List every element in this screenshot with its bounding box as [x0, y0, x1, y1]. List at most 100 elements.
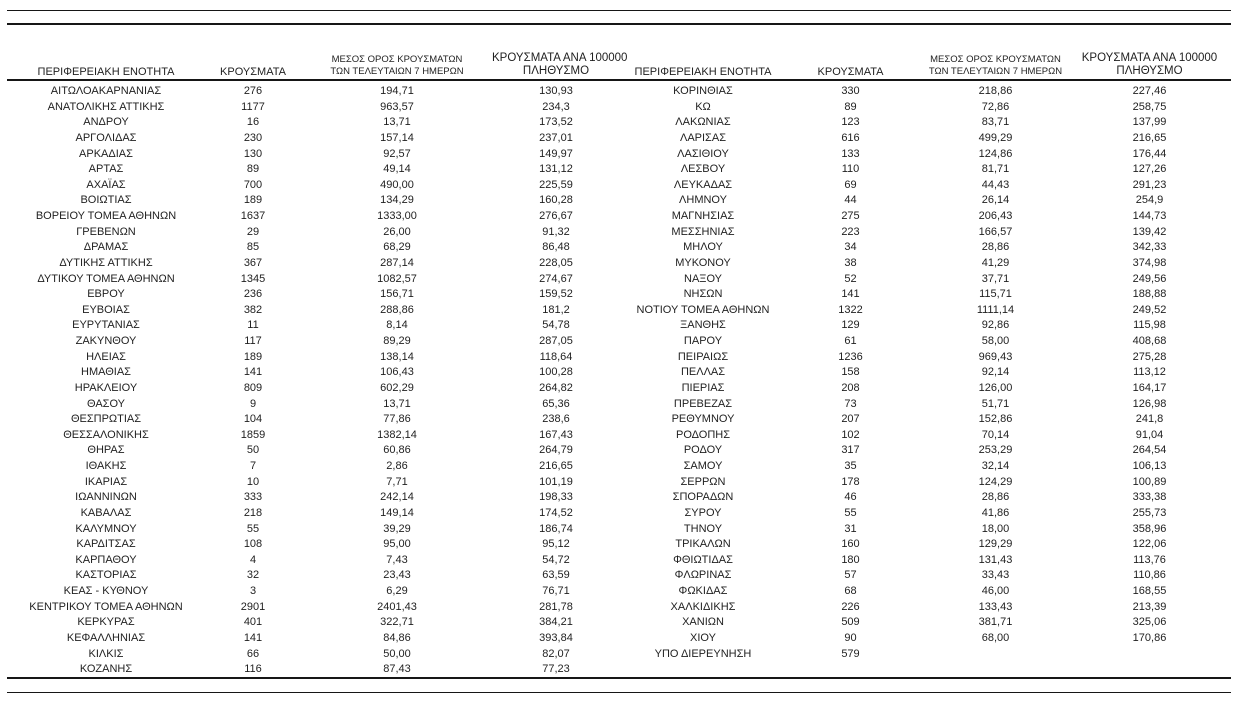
- table-row: ΘΑΣΟΥ 9 13,71 65,36: [8, 397, 620, 413]
- cases-cell: 141: [243, 631, 263, 644]
- per100k-cell: 291,23: [1132, 178, 1167, 191]
- region-cell: ΑΧΑΪΑΣ: [86, 178, 126, 191]
- cases-cell: 38: [844, 256, 857, 269]
- table-row: ΣΥΡΟΥ 55 41,86 255,73: [628, 506, 1231, 522]
- cases-cell: 1637: [240, 210, 266, 222]
- table-body-right: ΚΟΡΙΝΘΙΑΣ 330 218,86 227,46 ΚΩ 89 72,86 258,75 Λ…: [628, 84, 1231, 662]
- avg7-cell: 149,14: [380, 506, 414, 519]
- per100k-cell: 118,64: [539, 350, 573, 363]
- region-cell: ΣΕΡΡΩΝ: [680, 475, 726, 488]
- table-header-right: ΠΕΡΙΦΕΡΕΙΑΚΗ ΕΝΟΤΗΤΑ ΚΡΟΥΣΜΑΤΑ ΜΕΣΟΣ ΟΡΟ…: [628, 50, 1231, 84]
- avg7-cell: 166,57: [978, 225, 1013, 238]
- cases-cell: 141: [841, 288, 860, 301]
- cases-cell: 218: [243, 506, 263, 519]
- cases-cell: 32: [246, 569, 260, 582]
- cases-cell: 2901: [240, 600, 266, 613]
- column-header-per100k-line2: ΠΛΗΘΥΣΜΟ: [522, 65, 590, 77]
- table-row: ΑΝΔΡΟΥ 16 13,71 173,52: [8, 115, 620, 131]
- per100k-cell: 160,28: [539, 194, 573, 207]
- per100k-cell: 249,52: [1132, 303, 1167, 316]
- table-row: ΚΟΖΑΝΗΣ 116 87,43 77,23: [8, 662, 620, 678]
- cases-cell: 333: [243, 491, 263, 504]
- per100k-cell: 186,74: [539, 522, 573, 535]
- region-cell: ΒΟΙΩΤΙΑΣ: [80, 194, 132, 207]
- region-cell: ΠΑΡΟΥ: [683, 335, 723, 347]
- region-cell: ΚΟΖΑΝΗΣ: [79, 663, 133, 676]
- per100k-cell: 76,71: [542, 585, 570, 597]
- column-header-region: ΠΕΡΙΦΕΡΕΙΑΚΗ ΕΝΟΤΗΤΑ: [634, 66, 772, 78]
- table-row: ΓΡΕΒΕΝΩΝ 29 26,00 91,32: [8, 225, 620, 241]
- table-row: ΒΟΙΩΤΙΑΣ 189 134,29 160,28: [8, 193, 620, 209]
- avg7-cell: 288,86: [380, 303, 414, 316]
- region-cell: ΗΛΕΙΑΣ: [86, 350, 126, 363]
- region-cell: ΚΑΣΤΟΡΙΑΣ: [75, 569, 137, 582]
- region-cell: ΚΑΛΥΜΝΟΥ: [75, 522, 137, 535]
- header-divider-line: [7, 79, 1231, 81]
- cases-cell: 276: [243, 85, 263, 97]
- avg7-cell: 602,29: [380, 381, 414, 394]
- avg7-cell: 68,29: [383, 241, 411, 254]
- cases-cell: 130: [243, 147, 263, 160]
- column-header-avg7-line2: ΤΩΝ ΤΕΛΕΥΤΑΙΩΝ 7 ΗΜΕΡΩΝ: [330, 66, 464, 77]
- region-cell: ΒΟΡΕΙΟΥ ΤΟΜΕΑ ΑΘΗΝΩΝ: [35, 210, 177, 222]
- avg7-cell: 490,00: [380, 178, 414, 191]
- per100k-cell: 101,19: [539, 475, 573, 488]
- column-header-avg7-line1: ΜΕΣΟΣ ΟΡΟΣ ΚΡΟΥΣΜΑΤΩΝ: [930, 54, 1061, 65]
- cases-cell: 9: [249, 397, 257, 410]
- cases-cell: 330: [841, 85, 860, 97]
- table-row: ΔΥΤΙΚΗΣ ΑΤΤΙΚΗΣ 367 287,14 228,05: [8, 256, 620, 272]
- table-row: ΡΟΔΟΥ 317 253,29 264,54: [628, 443, 1231, 459]
- column-header-per100k: ΚΡΟΥΣΜΑΤΑ ΑΝΑ 100000 ΠΛΗΘΥΣΜΟ: [492, 50, 627, 84]
- region-cell: ΙΚΑΡΙΑΣ: [84, 475, 128, 488]
- region-cell: ΑΝΔΡΟΥ: [83, 116, 129, 129]
- column-header-per100k-line2: ΠΛΗΘΥΣΜΟ: [1116, 65, 1183, 77]
- region-cell: ΝΑΞΟΥ: [684, 272, 722, 285]
- avg7-cell: 133,43: [978, 600, 1013, 613]
- region-cell: ΑΡΓΟΛΙΔΑΣ: [75, 131, 137, 144]
- per100k-cell: 131,12: [539, 163, 573, 176]
- avg7-cell: 70,14: [981, 428, 1010, 441]
- table-row: ΣΠΟΡΑΔΩΝ 46 28,86 333,38: [628, 490, 1231, 506]
- avg7-cell: 92,57: [383, 147, 411, 160]
- avg7-cell: 50,00: [383, 647, 411, 660]
- avg7-cell: [923, 647, 1068, 663]
- per100k-cell: 264,79: [539, 444, 573, 457]
- table-row: ΔΥΤΙΚΟΥ ΤΟΜΕΑ ΑΘΗΝΩΝ 1345 1082,57 274,67: [8, 272, 620, 288]
- column-header-avg7-line2: ΤΩΝ ΤΕΛΕΥΤΑΙΩΝ 7 ΗΜΕΡΩΝ: [928, 66, 1063, 77]
- avg7-cell: 131,43: [978, 553, 1013, 566]
- cases-cell: 129: [841, 319, 860, 332]
- table-row: ΚΟΡΙΝΘΙΑΣ 330 218,86 227,46: [628, 84, 1231, 100]
- header-row: ΠΕΡΙΦΕΡΕΙΑΚΗ ΕΝΟΤΗΤΑ ΚΡΟΥΣΜΑΤΑ ΜΕΣΟΣ ΟΡΟ…: [8, 50, 628, 84]
- avg7-cell: 13,71: [383, 116, 411, 129]
- table-row: ΑΧΑΪΑΣ 700 490,00 225,59: [8, 178, 620, 194]
- cases-cell: 11: [247, 319, 259, 332]
- per100k-cell: 281,78: [539, 600, 573, 613]
- cases-cell: 700: [243, 178, 263, 191]
- avg7-cell: 87,43: [383, 663, 411, 676]
- top-divider-line-1: [7, 10, 1231, 11]
- table-row: ΚΙΛΚΙΣ 66 50,00 82,07: [8, 647, 620, 663]
- region-cell: ΘΗΡΑΣ: [87, 444, 125, 457]
- table-row: ΛΑΣΙΘΙΟΥ 133 124,86 176,44: [628, 147, 1231, 163]
- region-cell: ΠΙΕΡΙΑΣ: [681, 381, 725, 394]
- avg7-cell: 81,71: [981, 163, 1010, 176]
- per100k-cell: 63,59: [542, 569, 570, 582]
- per100k-cell: 100,89: [1132, 475, 1167, 488]
- avg7-cell: 126,00: [978, 381, 1013, 394]
- table-row: ΙΘΑΚΗΣ 7 2,86 216,65: [8, 459, 620, 475]
- avg7-cell: 83,71: [981, 116, 1010, 129]
- avg7-cell: 77,86: [383, 413, 411, 426]
- region-cell: ΧΙΟΥ: [690, 631, 716, 644]
- table-row: ΜΥΚΟΝΟΥ 38 41,29 374,98: [628, 256, 1231, 272]
- region-cell: ΜΗΛΟΥ: [683, 241, 723, 254]
- cases-cell: 230: [243, 131, 263, 144]
- per100k-cell: 82,07: [542, 647, 570, 660]
- per100k-cell: 255,73: [1132, 506, 1167, 519]
- cases-cell: 7: [249, 460, 257, 472]
- cases-cell: 1859: [240, 428, 266, 441]
- per100k-cell: 130,93: [539, 85, 573, 97]
- avg7-cell: 26,14: [981, 194, 1010, 207]
- region-cell: ΓΡΕΒΕΝΩΝ: [76, 225, 136, 238]
- per100k-cell: 342,33: [1132, 241, 1167, 254]
